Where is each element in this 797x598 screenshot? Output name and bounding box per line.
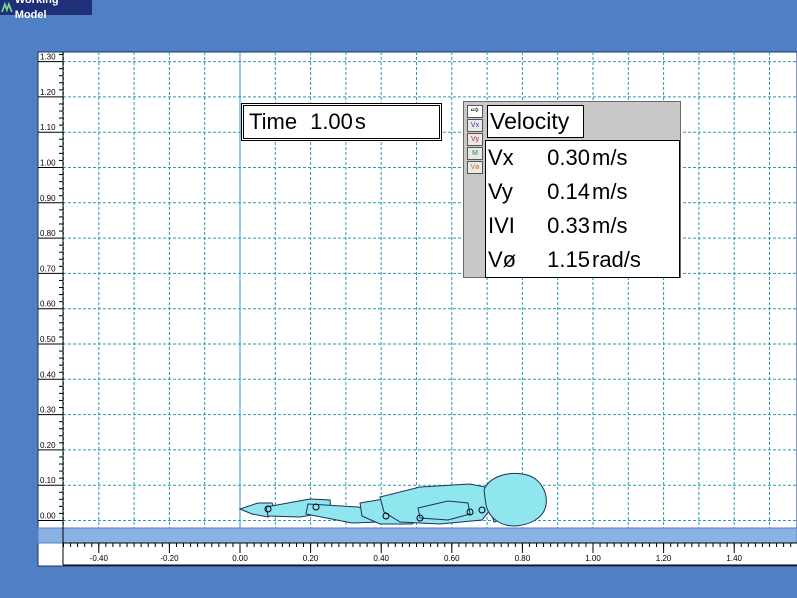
meter-row-vmag: IVI 0.33 m/s — [488, 209, 678, 243]
time-unit: s — [354, 109, 366, 134]
meter-row-name: Vy — [488, 179, 513, 204]
time-label: Time — [249, 109, 298, 134]
dummy-arm[interactable] — [417, 500, 471, 521]
x-tick-label: 0.00 — [232, 554, 248, 563]
y-tick-label: 0.30 — [40, 406, 56, 415]
vmag-toggle[interactable]: M — [467, 147, 483, 160]
meter-row-value: 1.15 — [547, 247, 590, 272]
ground-floor[interactable] — [37, 527, 797, 544]
y-tick-label: 0.60 — [40, 300, 56, 309]
x-tick-label: 0.80 — [515, 554, 531, 563]
meter-row-value: 0.30 — [547, 145, 590, 170]
meter-row-unit: m/s — [592, 145, 628, 170]
x-tick-label: -0.20 — [160, 554, 179, 563]
y-tick-label: 1.00 — [40, 159, 56, 168]
x-tick-label: 0.20 — [303, 554, 319, 563]
rulers: 0.00 0.10 0.20 0.30 0.40 0.50 0.60 0.70 0.80 0.90… — [38, 53, 792, 563]
crash-dummy-body[interactable] — [238, 472, 547, 527]
vx-toggle[interactable]: Vx — [467, 119, 483, 132]
x-tick-label: -0.40 — [90, 554, 109, 563]
meter-row-unit: rad/s — [592, 247, 641, 272]
meter-row-vx: Vx 0.30 m/s — [488, 141, 678, 175]
meter-row-name: Vx — [488, 145, 514, 170]
meter-row-value: 0.33 — [547, 213, 590, 238]
meter-row-name: Vø — [488, 247, 517, 272]
y-tick-label: 0.40 — [40, 370, 56, 379]
y-tick-label: 0.20 — [40, 441, 56, 450]
meter-row-name: IVI — [488, 213, 515, 238]
window-title: Working Model — [14, 0, 59, 21]
y-tick-label: 0.90 — [40, 194, 56, 203]
y-tick-label: 0.80 — [40, 229, 56, 238]
meter-row-vy: Vy 0.14 m/s — [488, 175, 678, 209]
vomega-toggle[interactable]: Vø — [467, 161, 483, 174]
meter-row-vomega: Vø 1.15 rad/s — [488, 243, 678, 277]
meter-row-unit: m/s — [592, 179, 628, 204]
y-tick-label: 0.50 — [40, 335, 56, 344]
working-model-icon — [1, 1, 13, 14]
x-tick-label: 1.20 — [656, 554, 672, 563]
dummy-head[interactable] — [483, 472, 547, 527]
y-tick-label: 0.10 — [40, 476, 56, 485]
x-tick-label: 1.00 — [585, 554, 601, 563]
dummy-joints — [264, 503, 486, 522]
y-tick-label: 1.20 — [40, 88, 56, 97]
arrow-icon[interactable]: ⇨ — [467, 105, 483, 118]
x-ruler — [63, 543, 797, 565]
y-tick-label: 1.30 — [40, 53, 56, 62]
time-value: 1.00 — [310, 109, 353, 134]
y-tick-label: 0.00 — [40, 512, 56, 521]
meter-row-unit: m/s — [592, 213, 628, 238]
meter-readout: Vx 0.30 m/s Vy 0.14 m/s IVI 0.33 m/s Vø … — [485, 140, 680, 278]
y-tick-label: 1.10 — [40, 123, 56, 132]
velocity-meter[interactable]: ⇨ Vx Vy M Vø Velocity Vx 0.30 m/s Vy 0.1… — [463, 101, 681, 278]
vy-toggle[interactable]: Vy — [467, 133, 483, 146]
x-tick-label: 1.40 — [726, 554, 742, 563]
meter-title: Velocity — [487, 105, 584, 138]
x-tick-label: 0.40 — [373, 554, 389, 563]
x-tick-label: 0.60 — [444, 554, 460, 563]
y-tick-label: 0.70 — [40, 264, 56, 273]
meter-toolbar: ⇨ Vx Vy M Vø — [467, 105, 483, 175]
time-display[interactable]: Time 1.00 s — [241, 103, 442, 141]
title-bar: Working Model — [0, 0, 92, 21]
meter-row-value: 0.14 — [547, 179, 590, 204]
